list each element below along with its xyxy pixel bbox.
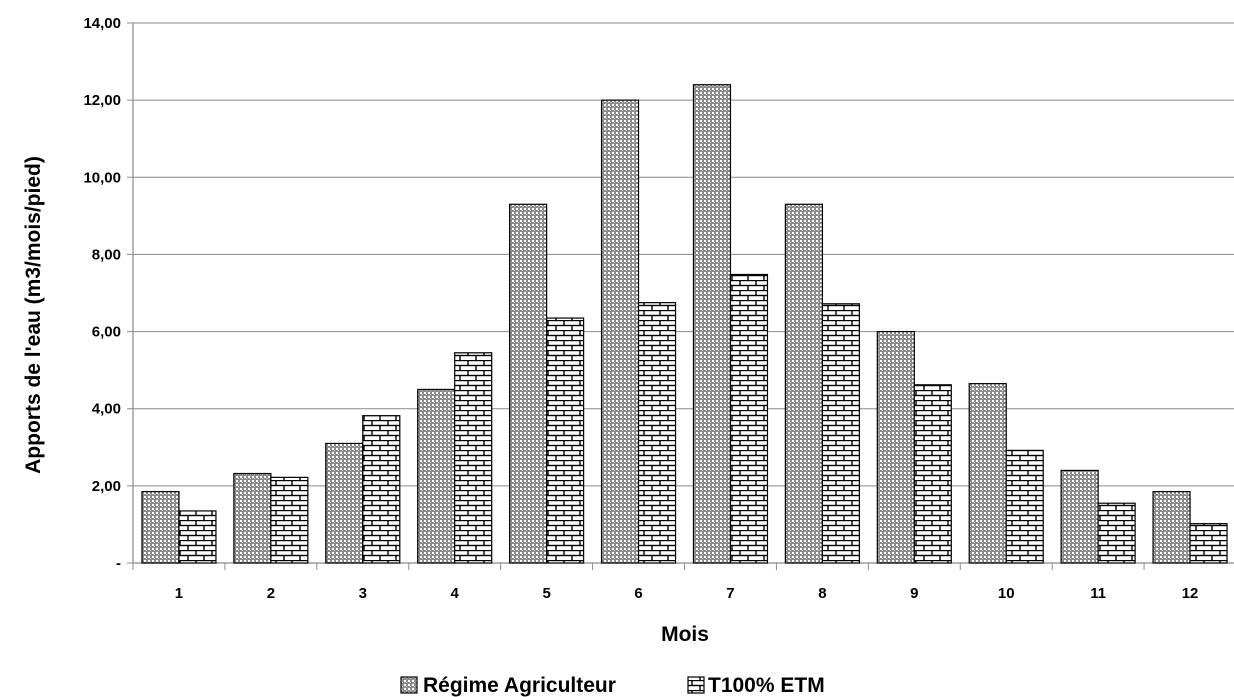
- y-tick-label: 14,00: [83, 15, 121, 32]
- bar-regime-agriculteur-10: [968, 383, 1007, 564]
- x-tick-label: 7: [726, 585, 734, 602]
- x-tick-label: 11: [1090, 585, 1106, 602]
- bar-t100-etm-5: [546, 317, 585, 564]
- bar-regime-agriculteur-1: [141, 491, 180, 564]
- y-tick-labels: - 2,00 4,00 6,00 8,00 10,00 12,00 14,00: [83, 15, 121, 572]
- bar-regime-agriculteur-4: [417, 388, 456, 564]
- bar-t100-etm-9: [913, 384, 952, 564]
- y-tick-label: 6,00: [92, 324, 121, 341]
- y-tick-label: 12,00: [83, 92, 121, 109]
- x-tick-label: 8: [818, 585, 826, 602]
- bar-t100-etm-6: [637, 302, 677, 564]
- x-tick-label: 9: [910, 585, 918, 602]
- bar-regime-agriculteur-12: [1152, 491, 1191, 564]
- bar-regime-agriculteur-6: [600, 99, 640, 564]
- bar-t100-etm-7: [729, 273, 769, 564]
- y-tick-label: 4,00: [92, 401, 121, 418]
- y-tick-label: 10,00: [83, 169, 121, 186]
- y-tick-label: -: [116, 555, 121, 572]
- x-tick-label: 12: [1182, 585, 1199, 602]
- bar-t100-etm-10: [1005, 449, 1044, 564]
- bar-regime-agriculteur-8: [784, 203, 823, 564]
- legend-label-t100-etm: T100% ETM: [708, 674, 825, 697]
- bar-t100-etm-1: [178, 510, 217, 564]
- legend-label-regime-agriculteur: Régime Agriculteur: [423, 674, 616, 697]
- legend-swatch-t100-etm: [687, 676, 705, 694]
- y-axis-title: Apports de l'eau (m3/mois/pied): [22, 156, 45, 474]
- x-axis-title: Mois: [661, 623, 709, 646]
- bar-t100-etm-2: [270, 476, 309, 564]
- bar-t100-etm-4: [454, 352, 493, 564]
- gridlines: [127, 22, 1234, 564]
- bar-t100-etm-3: [362, 415, 401, 564]
- bar-regime-agriculteur-9: [876, 330, 915, 564]
- x-tick-label: 10: [998, 585, 1015, 602]
- axes: [132, 23, 1234, 570]
- bar-regime-agriculteur-7: [692, 84, 732, 564]
- x-tick-label: 1: [175, 585, 183, 602]
- x-tick-labels: 1 2 3 4 5 6 7 8 9 10 11 12: [175, 585, 1199, 602]
- bar-t100-etm-8: [821, 303, 860, 564]
- bar-regime-agriculteur-2: [233, 472, 272, 564]
- x-tick-label: 5: [542, 585, 550, 602]
- x-tick-label: 4: [451, 585, 460, 602]
- x-tick-label: 6: [634, 585, 642, 602]
- bars: [141, 84, 1228, 564]
- y-tick-label: 8,00: [92, 246, 121, 263]
- bar-regime-agriculteur-11: [1060, 469, 1099, 564]
- y-tick-label: 2,00: [92, 478, 121, 495]
- bar-regime-agriculteur-5: [509, 203, 548, 564]
- legend-swatch-regime-agriculteur: [400, 676, 418, 694]
- x-tick-label: 3: [359, 585, 367, 602]
- bar-t100-etm-12: [1189, 523, 1228, 564]
- x-tick-label: 2: [267, 585, 275, 602]
- bar-t100-etm-11: [1097, 502, 1136, 564]
- legend: Régime Agriculteur T100% ETM: [400, 674, 825, 697]
- bar-regime-agriculteur-3: [325, 442, 364, 564]
